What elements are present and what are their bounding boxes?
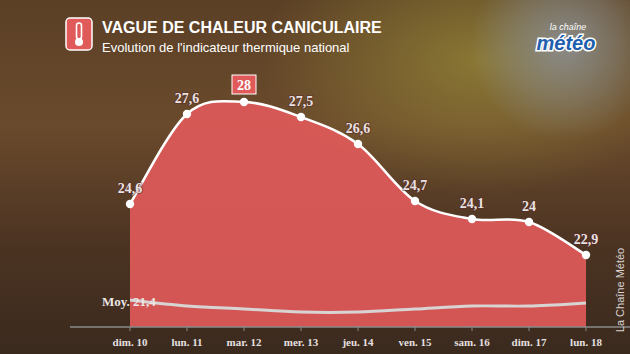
credit: La Chaîne Météo bbox=[614, 248, 626, 332]
logo-text: la chaîne bbox=[550, 22, 587, 32]
x-tick-label: ven. 15 bbox=[399, 336, 433, 348]
point bbox=[297, 113, 305, 121]
area-line bbox=[130, 101, 586, 255]
x-tick bbox=[358, 327, 359, 331]
x-tick-label: dim. 17 bbox=[512, 336, 547, 348]
area bbox=[130, 101, 586, 327]
x-tick-label: jeu. 14 bbox=[341, 336, 374, 348]
x-tick-label: lun. 18 bbox=[570, 336, 602, 348]
x-axis bbox=[70, 326, 630, 328]
data-label: 26,6 bbox=[346, 121, 371, 136]
x-tick bbox=[244, 327, 245, 331]
x-tick bbox=[130, 327, 131, 331]
x-tick bbox=[415, 327, 416, 331]
data-label: 28 bbox=[237, 78, 251, 93]
subtitle: Evolution de l'indicateur thermique nati… bbox=[102, 40, 350, 55]
data-label: 24,1 bbox=[460, 196, 485, 211]
point bbox=[240, 98, 248, 106]
x-tick-label: mer. 13 bbox=[284, 336, 319, 348]
avg-value: 21,4 bbox=[133, 294, 156, 309]
point bbox=[126, 200, 134, 208]
x-tick bbox=[301, 327, 302, 331]
logo: la chaînemétéo bbox=[537, 22, 596, 54]
logo-text: météo bbox=[537, 32, 596, 54]
avg-line bbox=[130, 300, 586, 312]
point bbox=[354, 140, 362, 148]
avg-name: Moy. bbox=[102, 294, 130, 309]
x-tick bbox=[472, 327, 473, 331]
point bbox=[468, 215, 476, 223]
avg-label: Moy. 21,4 bbox=[102, 294, 156, 309]
data-label: 27,5 bbox=[289, 94, 314, 109]
x-tick-label: dim. 10 bbox=[113, 336, 148, 348]
point bbox=[411, 197, 419, 205]
max-box bbox=[232, 75, 256, 94]
labels: 24,6 27,6 28 27,5 26,6 24,7 24,1 24 22,9 Moy. 21,… bbox=[102, 75, 598, 309]
icon-bg bbox=[66, 18, 92, 50]
point bbox=[183, 110, 191, 118]
x-tick bbox=[187, 327, 188, 331]
x-tick-label: mar. 12 bbox=[226, 336, 262, 348]
data-label: 24 bbox=[522, 199, 536, 214]
data-label: 27,6 bbox=[175, 91, 200, 106]
data-label: 22,9 bbox=[574, 232, 599, 247]
title: VAGUE DE CHALEUR CANICULAIRE bbox=[102, 19, 382, 36]
icon-bulb bbox=[75, 38, 83, 46]
plot-area bbox=[126, 98, 590, 327]
thermo-icon bbox=[66, 18, 92, 50]
data-label: 24,7 bbox=[403, 178, 428, 193]
x-tick-label: lun. 11 bbox=[171, 336, 202, 348]
x-tick bbox=[586, 327, 587, 331]
icon-tube bbox=[77, 23, 82, 39]
data-label: 24,6 bbox=[118, 181, 143, 196]
point bbox=[582, 251, 590, 259]
point bbox=[525, 218, 533, 226]
x-tick-label: sam. 16 bbox=[454, 336, 490, 348]
x-tick bbox=[529, 327, 530, 331]
